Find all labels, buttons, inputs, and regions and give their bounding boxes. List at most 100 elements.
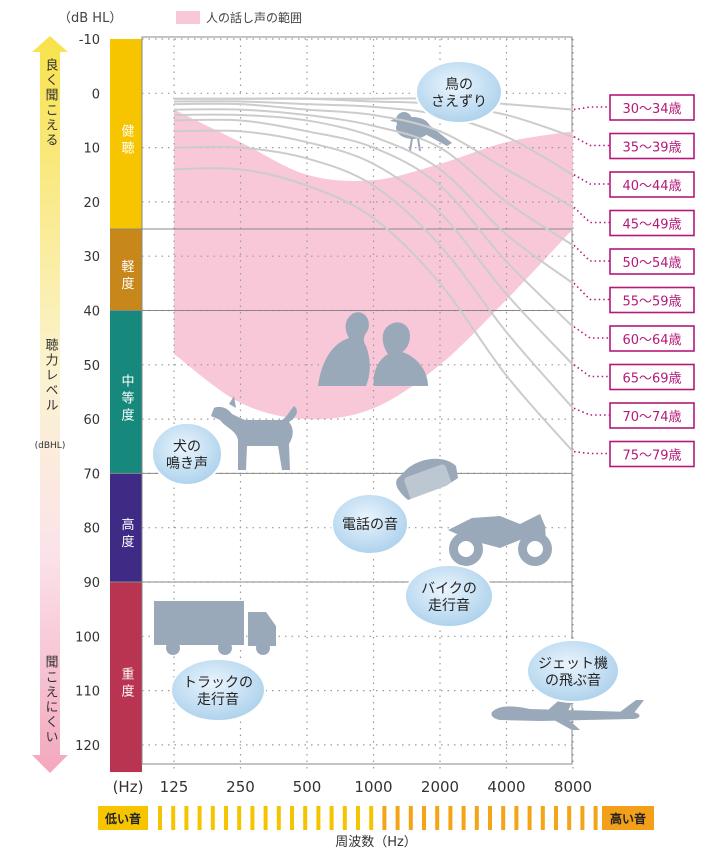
- sound-bubble-text: バイクの走行音: [421, 581, 477, 614]
- frequency-bar-tick: [224, 806, 228, 830]
- high-sound-label: 高い音: [610, 811, 646, 826]
- age-label-box: [609, 325, 695, 352]
- age-curve: [173, 108, 574, 247]
- age-connector: [573, 407, 610, 416]
- age-curve: [173, 167, 574, 453]
- frequency-bar-tick: [593, 806, 598, 830]
- band-4: [110, 582, 142, 773]
- age-label: 60〜64歳: [622, 333, 681, 348]
- x-tick-label: 125: [160, 778, 189, 796]
- frequency-bar-tick: [435, 806, 440, 830]
- x-tick-label: 4000: [487, 778, 525, 796]
- frequency-bar-tick: [408, 806, 413, 830]
- frequency-bar-tick: [567, 806, 572, 830]
- age-label: 30〜34歳: [622, 102, 681, 117]
- x-tick-label: 500: [293, 778, 322, 796]
- band-3: [110, 473, 142, 582]
- age-connectors: [573, 106, 610, 455]
- frequency-bar-tick: [210, 806, 215, 830]
- frequency-bar-tick: [184, 806, 189, 830]
- frequency-bar-tick: [461, 806, 466, 830]
- band-label: 中等度: [119, 374, 135, 425]
- frequency-bar-tick: [158, 806, 162, 830]
- frequency-bar-tick: [329, 806, 334, 830]
- age-label: 70〜74歳: [622, 410, 681, 425]
- age-label-box: [609, 402, 695, 429]
- sound-bubble: [404, 564, 494, 628]
- frequency-bar-tick: [514, 806, 519, 830]
- band-1: [110, 229, 142, 311]
- age-connector: [573, 326, 610, 339]
- y-tick-label: 70: [83, 467, 100, 482]
- age-curve: [173, 102, 574, 209]
- y-tick-label: 80: [83, 522, 100, 537]
- frequency-bar: [158, 806, 598, 830]
- sound-bubble: [151, 422, 223, 486]
- age-curve: [173, 113, 574, 285]
- sound-bubble: [331, 493, 409, 555]
- couple-icon: [318, 312, 428, 386]
- age-label-box: [609, 440, 695, 468]
- y-axis-title-top: 良く聞こえる: [43, 57, 58, 148]
- y-tick-label: 30: [83, 250, 100, 265]
- age-connector: [573, 136, 610, 147]
- unit-label: （dB HL）: [58, 11, 122, 26]
- band-label: 軽度: [119, 260, 135, 294]
- low-sound-label: 低い音: [104, 811, 141, 826]
- age-label-box: [609, 248, 695, 275]
- sound-bubble-text: 犬の鳴き声: [166, 439, 208, 472]
- age-curve: [173, 129, 574, 366]
- sound-bubble: [170, 658, 266, 722]
- frequency-bar-tick: [554, 806, 558, 830]
- age-label: 45〜49歳: [622, 218, 681, 233]
- y-tick-label: 60: [83, 413, 100, 428]
- age-connector: [573, 174, 610, 185]
- band-label: 高度: [119, 517, 135, 552]
- frequency-bar-tick: [448, 806, 453, 830]
- frequency-bar-tick: [197, 806, 202, 830]
- age-label-box: [609, 171, 695, 198]
- age-curve: [173, 118, 574, 328]
- frequency-bar-tick: [474, 806, 479, 830]
- age-label: 55〜59歳: [622, 295, 681, 310]
- age-curve: [173, 100, 574, 176]
- band-2: [110, 310, 142, 474]
- frequency-bar-tick: [342, 806, 347, 830]
- frequency-bar-tick: [580, 806, 585, 830]
- age-connector: [573, 282, 610, 301]
- age-label-box: [609, 132, 695, 160]
- y-tick-label: 120: [75, 739, 100, 754]
- x-axis-title: 周波数（Hz）: [335, 835, 417, 850]
- age-label: 50〜54歳: [622, 256, 681, 271]
- frequency-bar-tick: [303, 806, 308, 830]
- x-tick-label: 2000: [421, 778, 459, 796]
- x-tick-label: 1000: [354, 778, 392, 796]
- frequency-bar-tick: [501, 806, 506, 830]
- frequency-bar-tick: [316, 806, 321, 830]
- frequency-bar-tick: [527, 806, 532, 830]
- y-axis-title-bottom: 聞こえにくい: [43, 655, 58, 745]
- jet-icon: [491, 694, 644, 730]
- age-label-box: [609, 94, 695, 121]
- sound-bubble-text: ジェット機の飛ぶ音: [538, 656, 608, 689]
- age-connector: [573, 206, 610, 224]
- frequency-bar-tick: [395, 806, 400, 830]
- motorcycle-icon: [448, 514, 552, 566]
- frequency-bar-tick: [540, 806, 545, 830]
- y-tick-label: 40: [83, 305, 100, 320]
- age-label-box: [609, 363, 695, 391]
- band-lines: [110, 228, 572, 583]
- frequency-bar-tick: [263, 806, 268, 830]
- age-curve: [173, 145, 574, 409]
- band-label: 健聴: [119, 124, 135, 158]
- y-tick-label: 0: [92, 87, 100, 102]
- frequency-bar-tick: [237, 806, 242, 830]
- frequency-bar-tick: [290, 806, 294, 830]
- speech-range-legend: 人の話し声の範囲: [206, 10, 302, 25]
- x-tick-label: 8000: [554, 778, 592, 796]
- frequency-bar-tick: [382, 806, 387, 830]
- age-label-box: [609, 209, 695, 237]
- y-tick-label: 50: [83, 359, 100, 374]
- y-axis-title-mid: 聴力レベル: [43, 338, 59, 413]
